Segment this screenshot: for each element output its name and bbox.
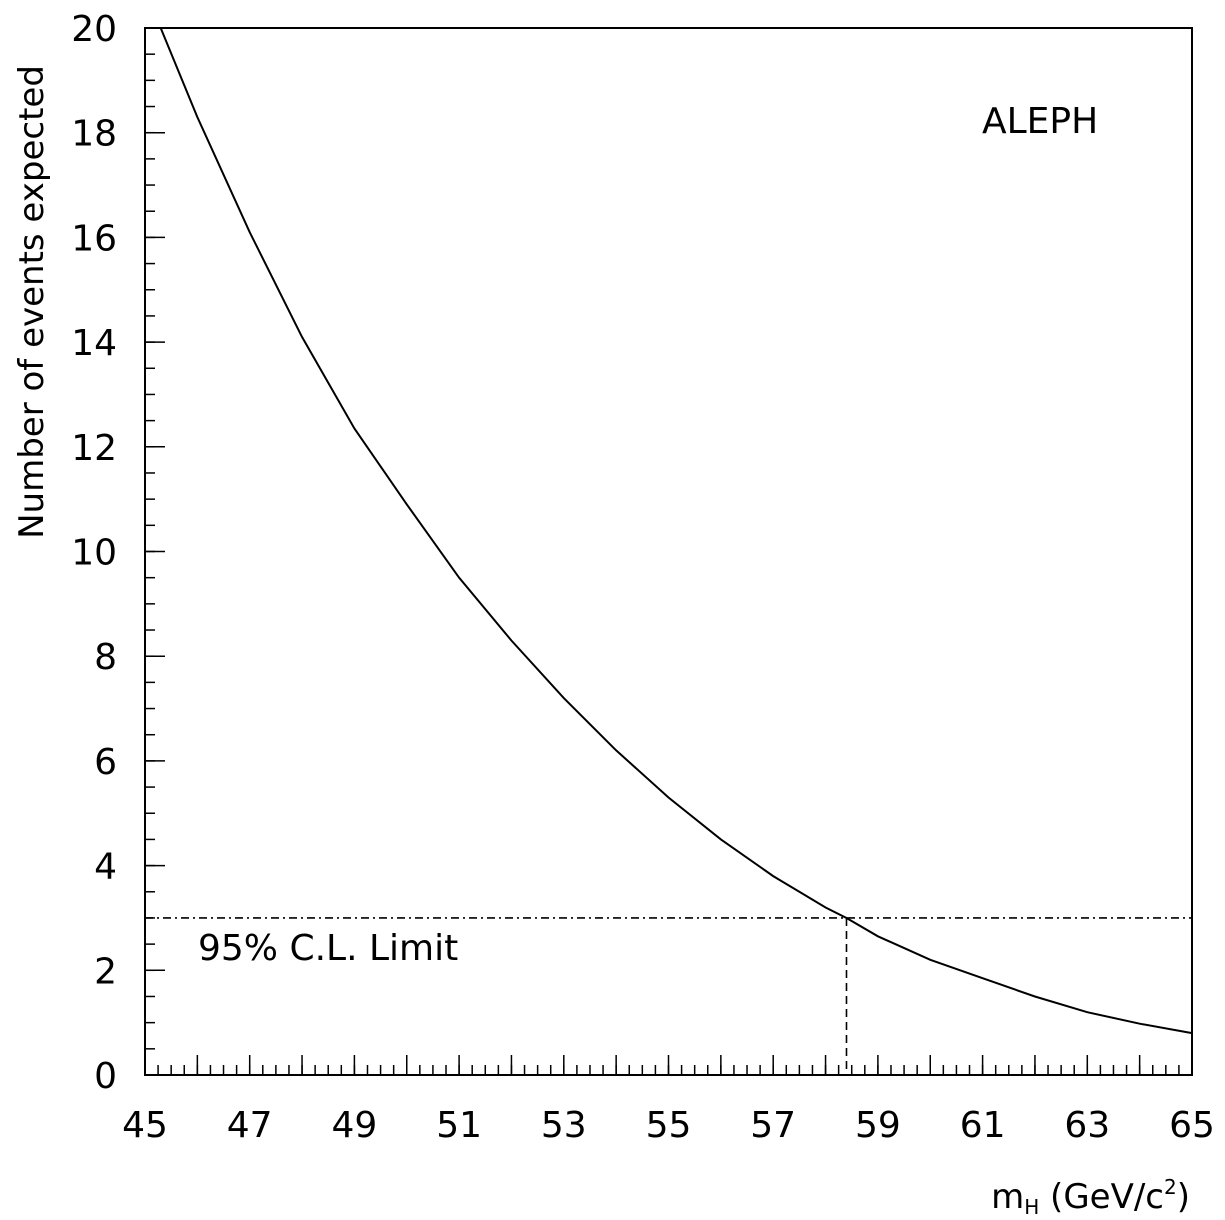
y-tick-label: 10	[71, 533, 117, 574]
x-tick-label: 61	[960, 1105, 1006, 1146]
y-tick-label: 16	[71, 218, 117, 259]
x-axis-label-units-prefix: (GeV/c	[1039, 1177, 1164, 1217]
x-axis-label-subscript: H	[1024, 1195, 1039, 1219]
expected-events-curve	[159, 27, 1193, 1035]
limit-label: 95% C.L. Limit	[198, 928, 458, 969]
x-axis-label-symbol: m	[991, 1177, 1024, 1217]
y-tick-label: 2	[94, 951, 117, 992]
y-tick-label: 14	[71, 323, 117, 364]
x-axis-label-units-sup: 2	[1164, 1175, 1177, 1199]
y-tick-label: 4	[94, 847, 117, 888]
x-tick-label: 57	[750, 1105, 796, 1146]
aleph-annotation: ALEPH	[982, 101, 1098, 142]
major-ticks	[144, 27, 1193, 1076]
y-tick-label: 0	[94, 1056, 117, 1097]
x-tick-label: 65	[1169, 1105, 1215, 1146]
y-tick-label: 6	[94, 742, 117, 783]
x-tick-label: 45	[122, 1105, 168, 1146]
x-tick-label: 59	[855, 1105, 901, 1146]
x-tick-label: 49	[331, 1105, 377, 1146]
y-tick-label: 20	[71, 9, 117, 50]
x-axis-label-units-suffix: )	[1177, 1177, 1190, 1217]
x-tick-label: 51	[436, 1105, 482, 1146]
x-tick-labels: 45 47 49 51 53 55 57 59 61 63 65	[122, 1105, 1215, 1146]
x-tick-label: 55	[646, 1105, 692, 1146]
x-tick-label: 47	[227, 1105, 273, 1146]
x-tick-label: 53	[541, 1105, 587, 1146]
x-tick-label: 63	[1064, 1105, 1110, 1146]
x-axis-label: mH (GeV/c2)	[991, 1175, 1190, 1219]
y-axis-label: Number of events expected	[12, 65, 52, 539]
y-tick-label: 18	[71, 114, 117, 155]
y-tick-label: 12	[71, 428, 117, 469]
y-tick-label: 8	[94, 637, 117, 678]
y-tick-labels: 0 2 4 6 8 10 12 14 16 18 20	[71, 9, 117, 1097]
